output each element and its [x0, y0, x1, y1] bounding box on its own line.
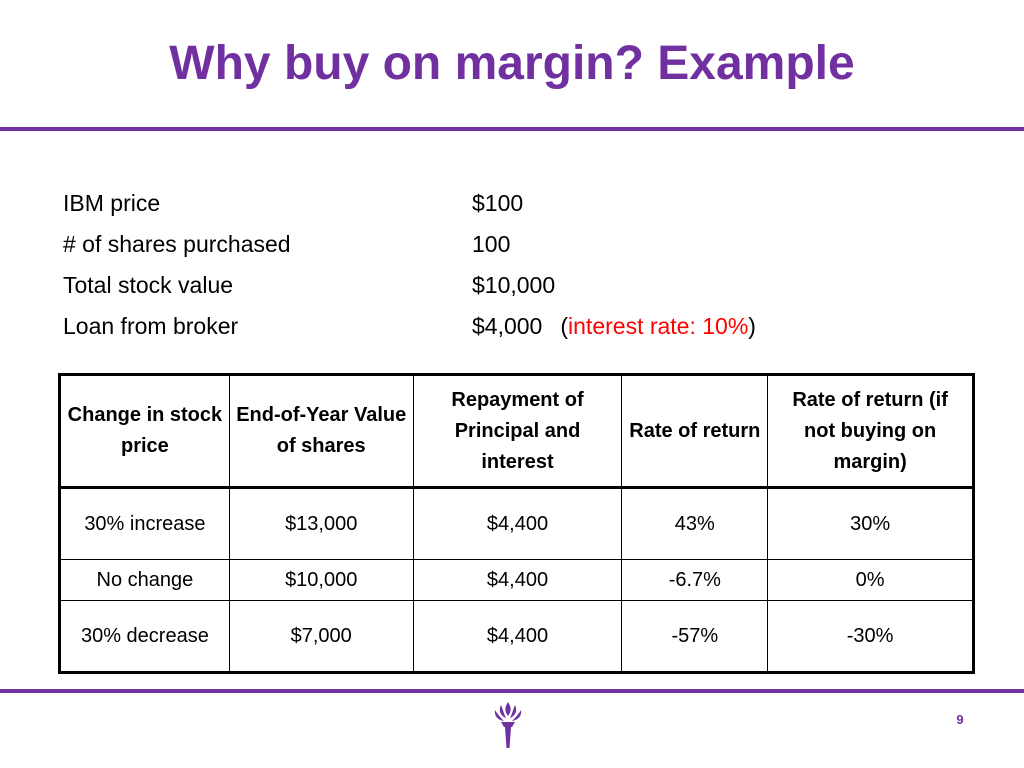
fact-row-total-stock-value: Total stock value $10,000 [63, 265, 863, 306]
fact-label: IBM price [63, 190, 161, 216]
table-cell: -6.7% [621, 559, 769, 601]
table-cell: 30% increase [60, 487, 230, 560]
column-header-change-in-price: Change in stock price [60, 375, 230, 488]
column-header-rate-without-margin: Rate of return (if not buying on margin) [767, 375, 973, 488]
table-cell: $4,400 [412, 487, 623, 560]
table-row: No change $10,000 $4,400 -6.7% 0% [60, 559, 973, 601]
fact-label: Loan from broker [63, 313, 239, 339]
table-cell: 0% [767, 559, 973, 601]
fact-value: $10,000 [472, 272, 556, 298]
interest-rate-note: interest rate: 10% [568, 313, 749, 339]
slide-title: Why buy on margin? Example [169, 37, 855, 90]
nyu-torch-icon [494, 702, 522, 748]
facts-list: IBM price $100 # of shares purchased 100… [63, 183, 863, 347]
table-cell: $4,400 [412, 559, 623, 601]
fact-label: Total stock value [63, 272, 234, 298]
fact-row-loan-from-broker: Loan from broker $4,000 (interest rate: 1… [63, 306, 863, 347]
table-cell: 43% [621, 487, 769, 560]
page-number: 9 [956, 712, 964, 727]
fact-value: $100 [472, 190, 524, 216]
table-cell: $7,000 [228, 600, 414, 672]
fact-label: # of shares purchased [63, 231, 291, 257]
footer-divider [0, 689, 1024, 693]
fact-value: 100 [472, 231, 511, 257]
fact-value-with-note: $4,000 (interest rate: 10%) [472, 306, 756, 347]
table-cell: No change [60, 559, 230, 601]
table-cell: $4,400 [412, 600, 623, 672]
table-cell: $10,000 [228, 559, 414, 601]
column-header-repayment: Repayment of Principal and interest [412, 375, 623, 488]
column-header-end-of-year-value: End-of-Year Value of shares [228, 375, 414, 488]
table-row: 30% decrease $7,000 $4,400 -57% -30% [60, 600, 973, 672]
note-close-paren: ) [748, 313, 756, 339]
table-cell: -57% [621, 600, 769, 672]
column-header-rate-of-return: Rate of return [621, 375, 769, 488]
table-header-row: Change in stock price End-of-Year Value … [60, 375, 973, 488]
table-cell: $13,000 [228, 487, 414, 560]
fact-row-shares-purchased: # of shares purchased 100 [63, 224, 863, 265]
table-row: 30% increase $13,000 $4,400 43% 30% [60, 487, 973, 560]
fact-value: $4,000 [472, 313, 543, 339]
table-cell: 30% decrease [60, 600, 230, 672]
table-cell: -30% [767, 600, 973, 672]
margin-returns-table: Change in stock price End-of-Year Value … [58, 373, 975, 674]
title-divider [0, 127, 1024, 131]
note-open-paren: ( [560, 313, 569, 339]
fact-row-ibm-price: IBM price $100 [63, 183, 863, 224]
table-cell: 30% [767, 487, 973, 560]
